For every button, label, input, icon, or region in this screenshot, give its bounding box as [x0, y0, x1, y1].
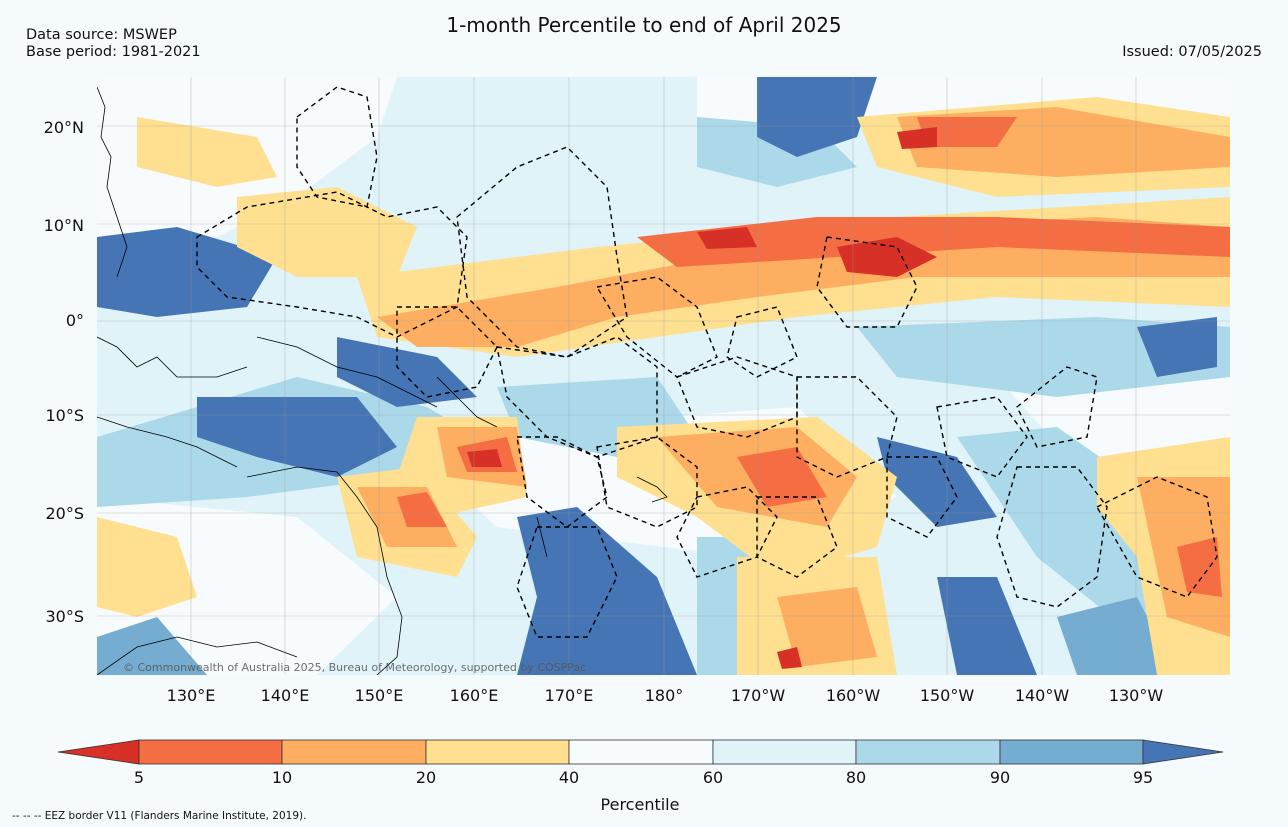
map-title: 1-month Percentile to end of April 2025 [446, 13, 842, 37]
colorbar-tick: 10 [271, 768, 293, 787]
lon-label-130w: 130°W [1108, 686, 1164, 705]
colorbar-tick: 95 [1132, 768, 1154, 787]
colorbar-tick: 40 [558, 768, 580, 787]
lat-label-20n: 20°N [43, 118, 84, 137]
lat-label-10n: 10°N [43, 216, 84, 235]
colorbar-tick: 20 [415, 768, 437, 787]
colorbar-segment [138, 739, 283, 765]
lon-label-170w: 170°W [730, 686, 786, 705]
issued-date-label: Issued: 07/05/2025 [1122, 44, 1262, 60]
lon-label-170e: 170°E [544, 686, 594, 705]
colorbar-label: Percentile [600, 795, 680, 814]
lon-label-160e: 160°E [449, 686, 499, 705]
colorbar-tick: 90 [989, 768, 1011, 787]
lon-label-140e: 140°E [260, 686, 310, 705]
colorbar-segment [568, 739, 714, 765]
eez-borders [196, 86, 1218, 638]
colorbar-segment [712, 739, 857, 765]
graticule [97, 77, 1230, 675]
lat-label-20s: 20°S [45, 504, 84, 523]
copyright-text: © Commonwealth of Australia 2025, Bureau… [123, 661, 586, 674]
colorbar [57, 739, 1224, 765]
eez-legend-note: -- -- -- EEZ border V11 (Flanders Marine… [12, 810, 307, 822]
lon-label-150w: 150°W [919, 686, 975, 705]
lon-label-160w: 160°W [825, 686, 881, 705]
coastlines [97, 86, 668, 675]
percentile-map: © Commonwealth of Australia 2025, Bureau… [97, 77, 1230, 675]
base-period-label: Base period: 1981-2021 [26, 44, 201, 60]
colorbar-tick: 80 [845, 768, 867, 787]
lat-label-30s: 30°S [45, 607, 84, 626]
colorbar-segment [999, 739, 1144, 765]
lon-label-130e: 130°E [166, 686, 216, 705]
lon-label-140w: 140°W [1014, 686, 1070, 705]
colorbar-low-extension [57, 739, 140, 765]
precipitation-percentile-fields [97, 77, 1230, 675]
data-source-label: Data source: MSWEP [26, 27, 177, 43]
lon-label-180: 180° [644, 686, 684, 705]
colorbar-segment [855, 739, 1001, 765]
colorbar-tick: 60 [702, 768, 724, 787]
lat-label-0: 0° [65, 311, 84, 330]
colorbar-tick: 5 [133, 768, 145, 787]
colorbar-segment [425, 739, 570, 765]
lat-label-10s: 10°S [45, 406, 84, 425]
colorbar-segment [281, 739, 427, 765]
colorbar-high-extension [1142, 739, 1224, 765]
lon-label-150e: 150°E [354, 686, 404, 705]
